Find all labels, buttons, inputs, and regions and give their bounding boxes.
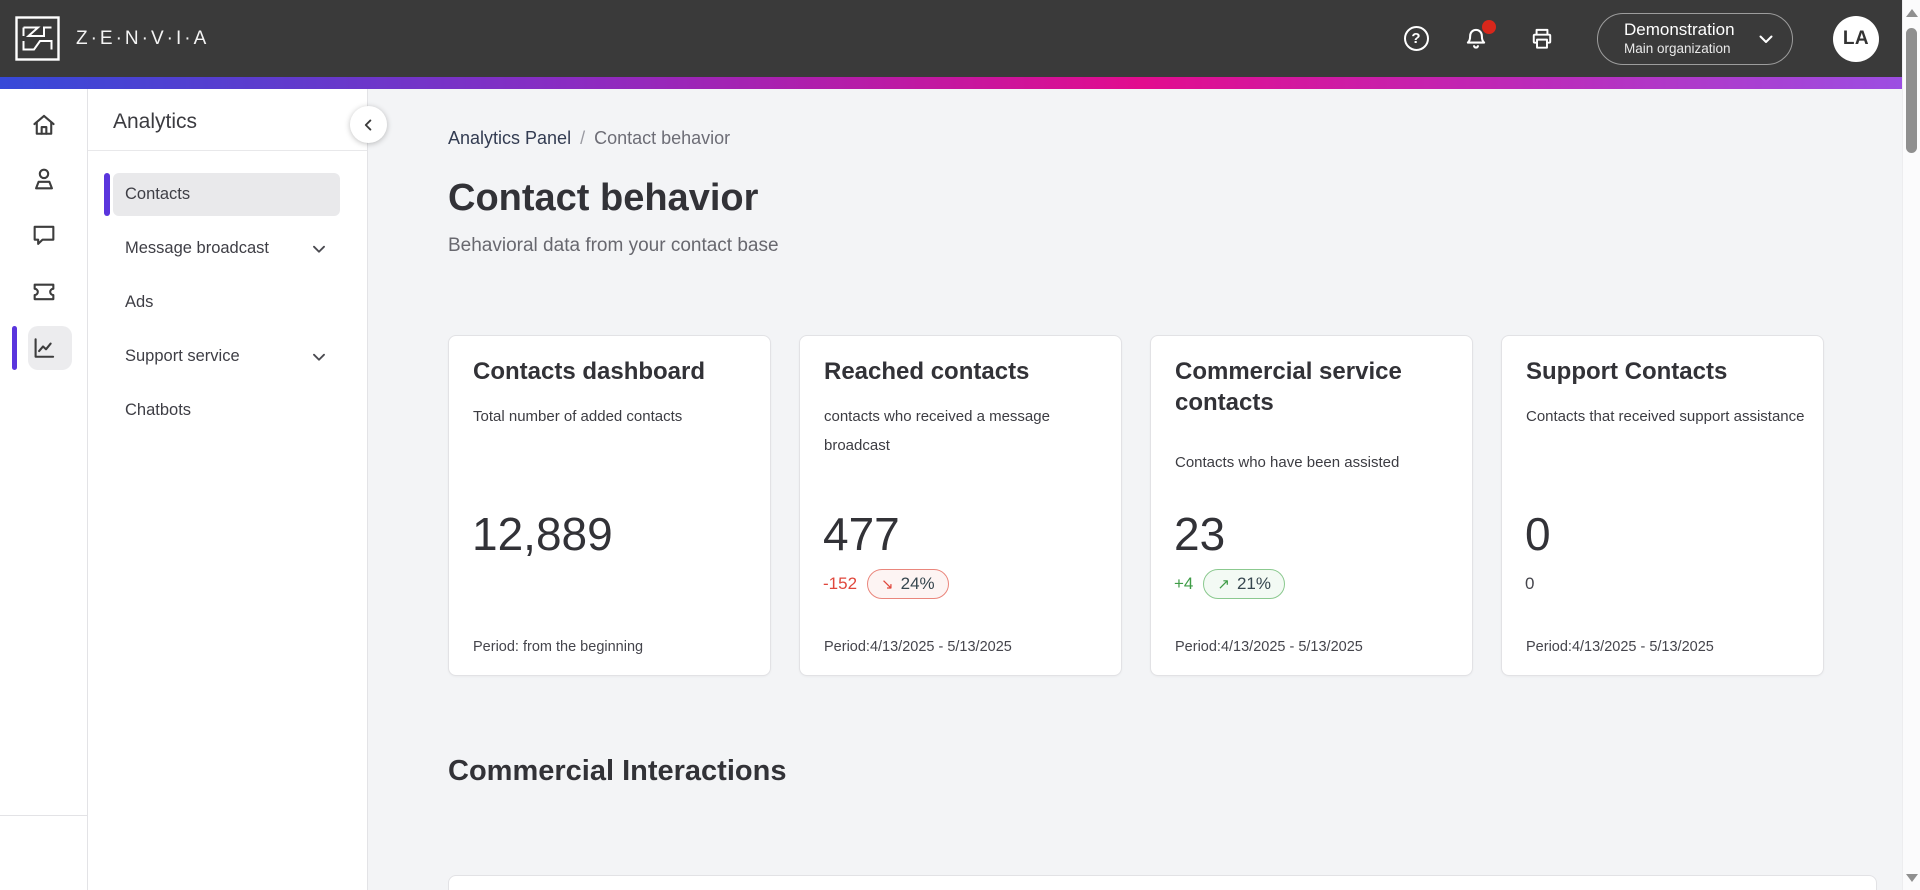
chevron-down-icon bbox=[313, 353, 325, 361]
sidebar-item-contacts[interactable]: Contacts bbox=[104, 173, 340, 216]
sidebar-item-ads[interactable]: Ads bbox=[113, 281, 340, 324]
rail-item-conversations[interactable] bbox=[24, 215, 64, 255]
breadcrumb-analytics-panel[interactable]: Analytics Panel bbox=[448, 128, 572, 148]
card-title: Support Contacts bbox=[1526, 358, 1728, 385]
delta-value: 0 bbox=[1525, 574, 1535, 593]
active-rail-indicator bbox=[12, 326, 17, 370]
breadcrumb-current: Contact behavior bbox=[594, 128, 731, 148]
home-icon bbox=[33, 114, 55, 135]
sidebar-collapse-button[interactable] bbox=[350, 106, 387, 143]
sidebar-item-chatbots[interactable]: Chatbots bbox=[113, 389, 340, 432]
chevron-left-icon bbox=[364, 119, 371, 130]
card-commercial-service-contacts: Commercial service contacts Contacts who… bbox=[1150, 335, 1473, 676]
sidebar-item-label: Support service bbox=[125, 347, 240, 365]
card-support-contacts: Support Contacts Contacts that received … bbox=[1501, 335, 1824, 676]
rail-item-contacts[interactable] bbox=[24, 159, 64, 199]
sidebar-item-label: Chatbots bbox=[125, 401, 192, 419]
card-period: Period: from the beginning bbox=[473, 639, 644, 655]
user-avatar[interactable]: LA bbox=[1833, 15, 1879, 62]
card-description: contacts who received a message broadcas… bbox=[824, 408, 1050, 454]
sidebar-menu: Contacts Message broadcast Ads Support s… bbox=[88, 173, 367, 443]
chat-bubble-icon bbox=[33, 225, 55, 245]
card-value: 0 bbox=[1525, 508, 1551, 560]
card-period: Period:4/13/2025 - 5/13/2025 bbox=[824, 639, 1012, 655]
card-period: Period:4/13/2025 - 5/13/2025 bbox=[1526, 639, 1714, 655]
percent-badge-positive: ↗ 21% bbox=[1203, 569, 1285, 599]
zenvia-brand[interactable]: Z·E·N·V·I·A bbox=[14, 15, 209, 62]
rail-item-analytics-active[interactable] bbox=[28, 326, 72, 370]
rail-item-tickets[interactable] bbox=[24, 271, 64, 311]
chevron-down-icon bbox=[1759, 35, 1773, 43]
card-period: Period:4/13/2025 - 5/13/2025 bbox=[1175, 639, 1363, 655]
card-title: Commercial service contacts bbox=[1175, 358, 1402, 416]
topbar: Z·E·N·V·I·A ? Demonstration Main organiz… bbox=[0, 0, 1902, 77]
organization-selector[interactable]: Demonstration Main organization bbox=[1597, 12, 1793, 65]
percent-badge-negative: ↘ 24% bbox=[867, 569, 949, 599]
card-description: Contacts that received support assistanc… bbox=[1526, 408, 1805, 425]
organization-name: Demonstration bbox=[1624, 20, 1735, 40]
notifications-button[interactable] bbox=[1463, 19, 1496, 52]
scrollbar-up-arrow[interactable] bbox=[1906, 9, 1918, 17]
commercial-interactions-card bbox=[448, 875, 1877, 890]
arrow-up-right-icon: ↗ bbox=[1217, 575, 1230, 593]
card-reached-contacts: Reached contacts contacts who received a… bbox=[799, 335, 1122, 676]
notification-badge-dot bbox=[1482, 19, 1496, 34]
sidebar-divider bbox=[88, 150, 367, 151]
printer-icon bbox=[1532, 28, 1552, 49]
icon-rail: ⚙ bbox=[0, 89, 88, 890]
rail-divider bbox=[0, 815, 87, 816]
help-button[interactable]: ? bbox=[1403, 26, 1429, 52]
card-description: Contacts who have been assisted bbox=[1175, 454, 1400, 471]
card-delta-row: -152 ↘ 24% bbox=[823, 568, 949, 600]
card-title: Reached contacts bbox=[824, 358, 1030, 385]
kpi-cards-row: Contacts dashboard Total number of added… bbox=[448, 335, 1824, 676]
rail-item-home[interactable] bbox=[24, 105, 64, 145]
sidebar-item-label: Contacts bbox=[125, 185, 191, 203]
print-button[interactable] bbox=[1529, 26, 1555, 52]
badge-percent: 24% bbox=[900, 574, 935, 593]
organization-subtitle: Main organization bbox=[1624, 40, 1731, 56]
card-description: Total number of added contacts bbox=[473, 408, 683, 425]
help-icon: ? bbox=[1403, 26, 1429, 51]
scrollbar-thumb[interactable] bbox=[1906, 28, 1917, 153]
page-title: Contact behavior bbox=[448, 177, 759, 219]
badge-percent: 21% bbox=[1236, 574, 1271, 593]
page-scrollbar[interactable] bbox=[1902, 0, 1920, 890]
card-value: 23 bbox=[1174, 508, 1226, 560]
card-contacts-dashboard: Contacts dashboard Total number of added… bbox=[448, 335, 771, 676]
topbar-actions: ? Demonstration Main organization bbox=[1403, 0, 1879, 77]
card-delta-row: 0 bbox=[1525, 568, 1534, 600]
breadcrumb-separator: / bbox=[580, 128, 586, 148]
delta-value: -152 bbox=[823, 574, 858, 593]
brand-gradient-bar bbox=[0, 77, 1902, 89]
arrow-down-right-icon: ↘ bbox=[881, 575, 894, 593]
sidebar-item-label: Ads bbox=[125, 293, 154, 311]
zenvia-logo-icon bbox=[15, 16, 60, 61]
card-value: 12,889 bbox=[472, 508, 613, 560]
delta-value: +4 bbox=[1174, 574, 1194, 593]
bell-icon bbox=[1466, 28, 1486, 49]
page-subtitle: Behavioral data from your contact base bbox=[448, 235, 779, 256]
organization-texts: Demonstration Main organization bbox=[1624, 19, 1754, 57]
analytics-sidebar: Analytics Contacts Message broadcast Ads… bbox=[88, 89, 368, 890]
sidebar-item-label: Message broadcast bbox=[125, 239, 269, 257]
sidebar-item-support-service[interactable]: Support service bbox=[113, 335, 340, 378]
brand-wordmark: Z·E·N·V·I·A bbox=[76, 27, 210, 49]
main-content: Analytics Panel / Contact behavior Conta… bbox=[369, 89, 1902, 890]
sidebar-title: Analytics bbox=[113, 110, 198, 133]
breadcrumb: Analytics Panel / Contact behavior bbox=[448, 128, 730, 149]
card-delta-row: +4 ↗ 21% bbox=[1174, 568, 1285, 600]
ticket-icon bbox=[33, 283, 55, 301]
chevron-down-icon bbox=[313, 245, 325, 253]
person-icon bbox=[35, 168, 53, 190]
sidebar-item-message-broadcast[interactable]: Message broadcast bbox=[113, 227, 340, 270]
card-title: Contacts dashboard bbox=[473, 358, 706, 385]
scrollbar-down-arrow[interactable] bbox=[1906, 874, 1918, 882]
card-value: 477 bbox=[823, 508, 900, 560]
section-title-commercial-interactions: Commercial Interactions bbox=[448, 755, 787, 787]
